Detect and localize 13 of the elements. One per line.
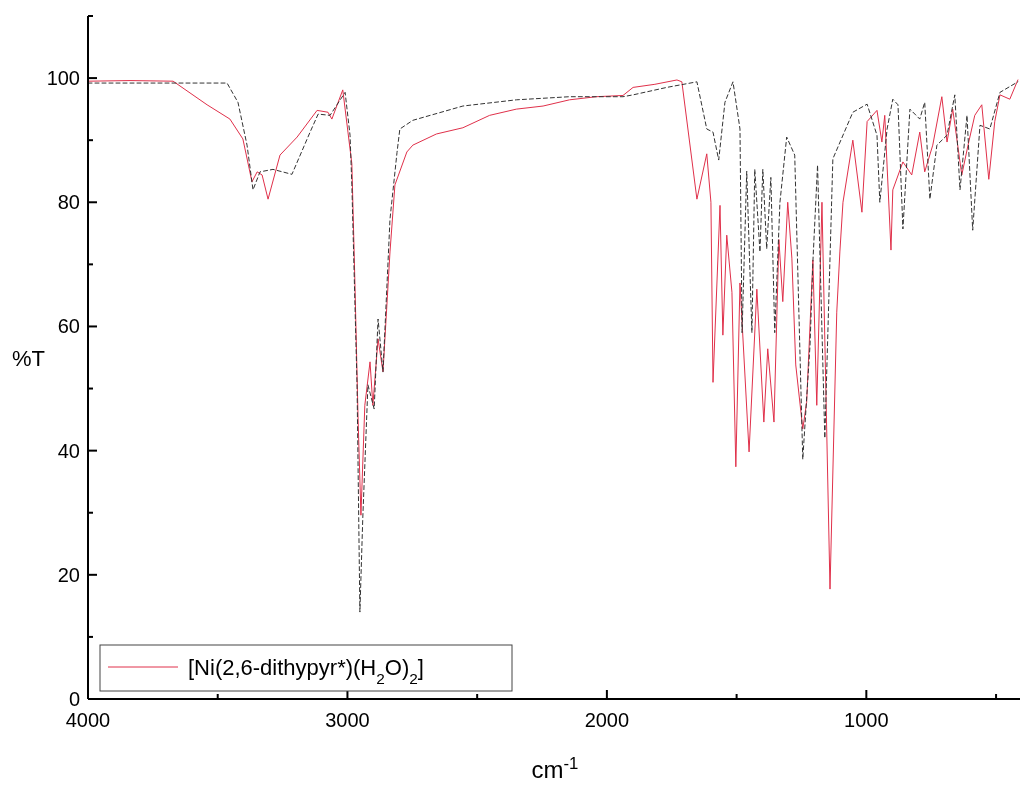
y-tick-label: 0 (68, 688, 80, 710)
x-tick-label: 2000 (584, 709, 630, 731)
x-tick-label: 1000 (844, 709, 889, 731)
y-tick-label: 60 (57, 315, 80, 338)
y-tick-label: 20 (57, 563, 80, 586)
legend-label: [Ni(2,6-dithypyr*)(H$_{2}$O)$_{2}$] (188, 655, 424, 687)
x-tick-label: 4000 (65, 709, 111, 731)
y-tick-label: 40 (57, 439, 80, 462)
x-tick-label: 3000 (325, 709, 370, 731)
x-axis-title: cm$^{-1}$ (531, 753, 579, 783)
y-axis-title: %T (12, 345, 45, 371)
y-tick-label: 80 (57, 191, 80, 214)
y-tick-label: 100 (46, 67, 80, 90)
